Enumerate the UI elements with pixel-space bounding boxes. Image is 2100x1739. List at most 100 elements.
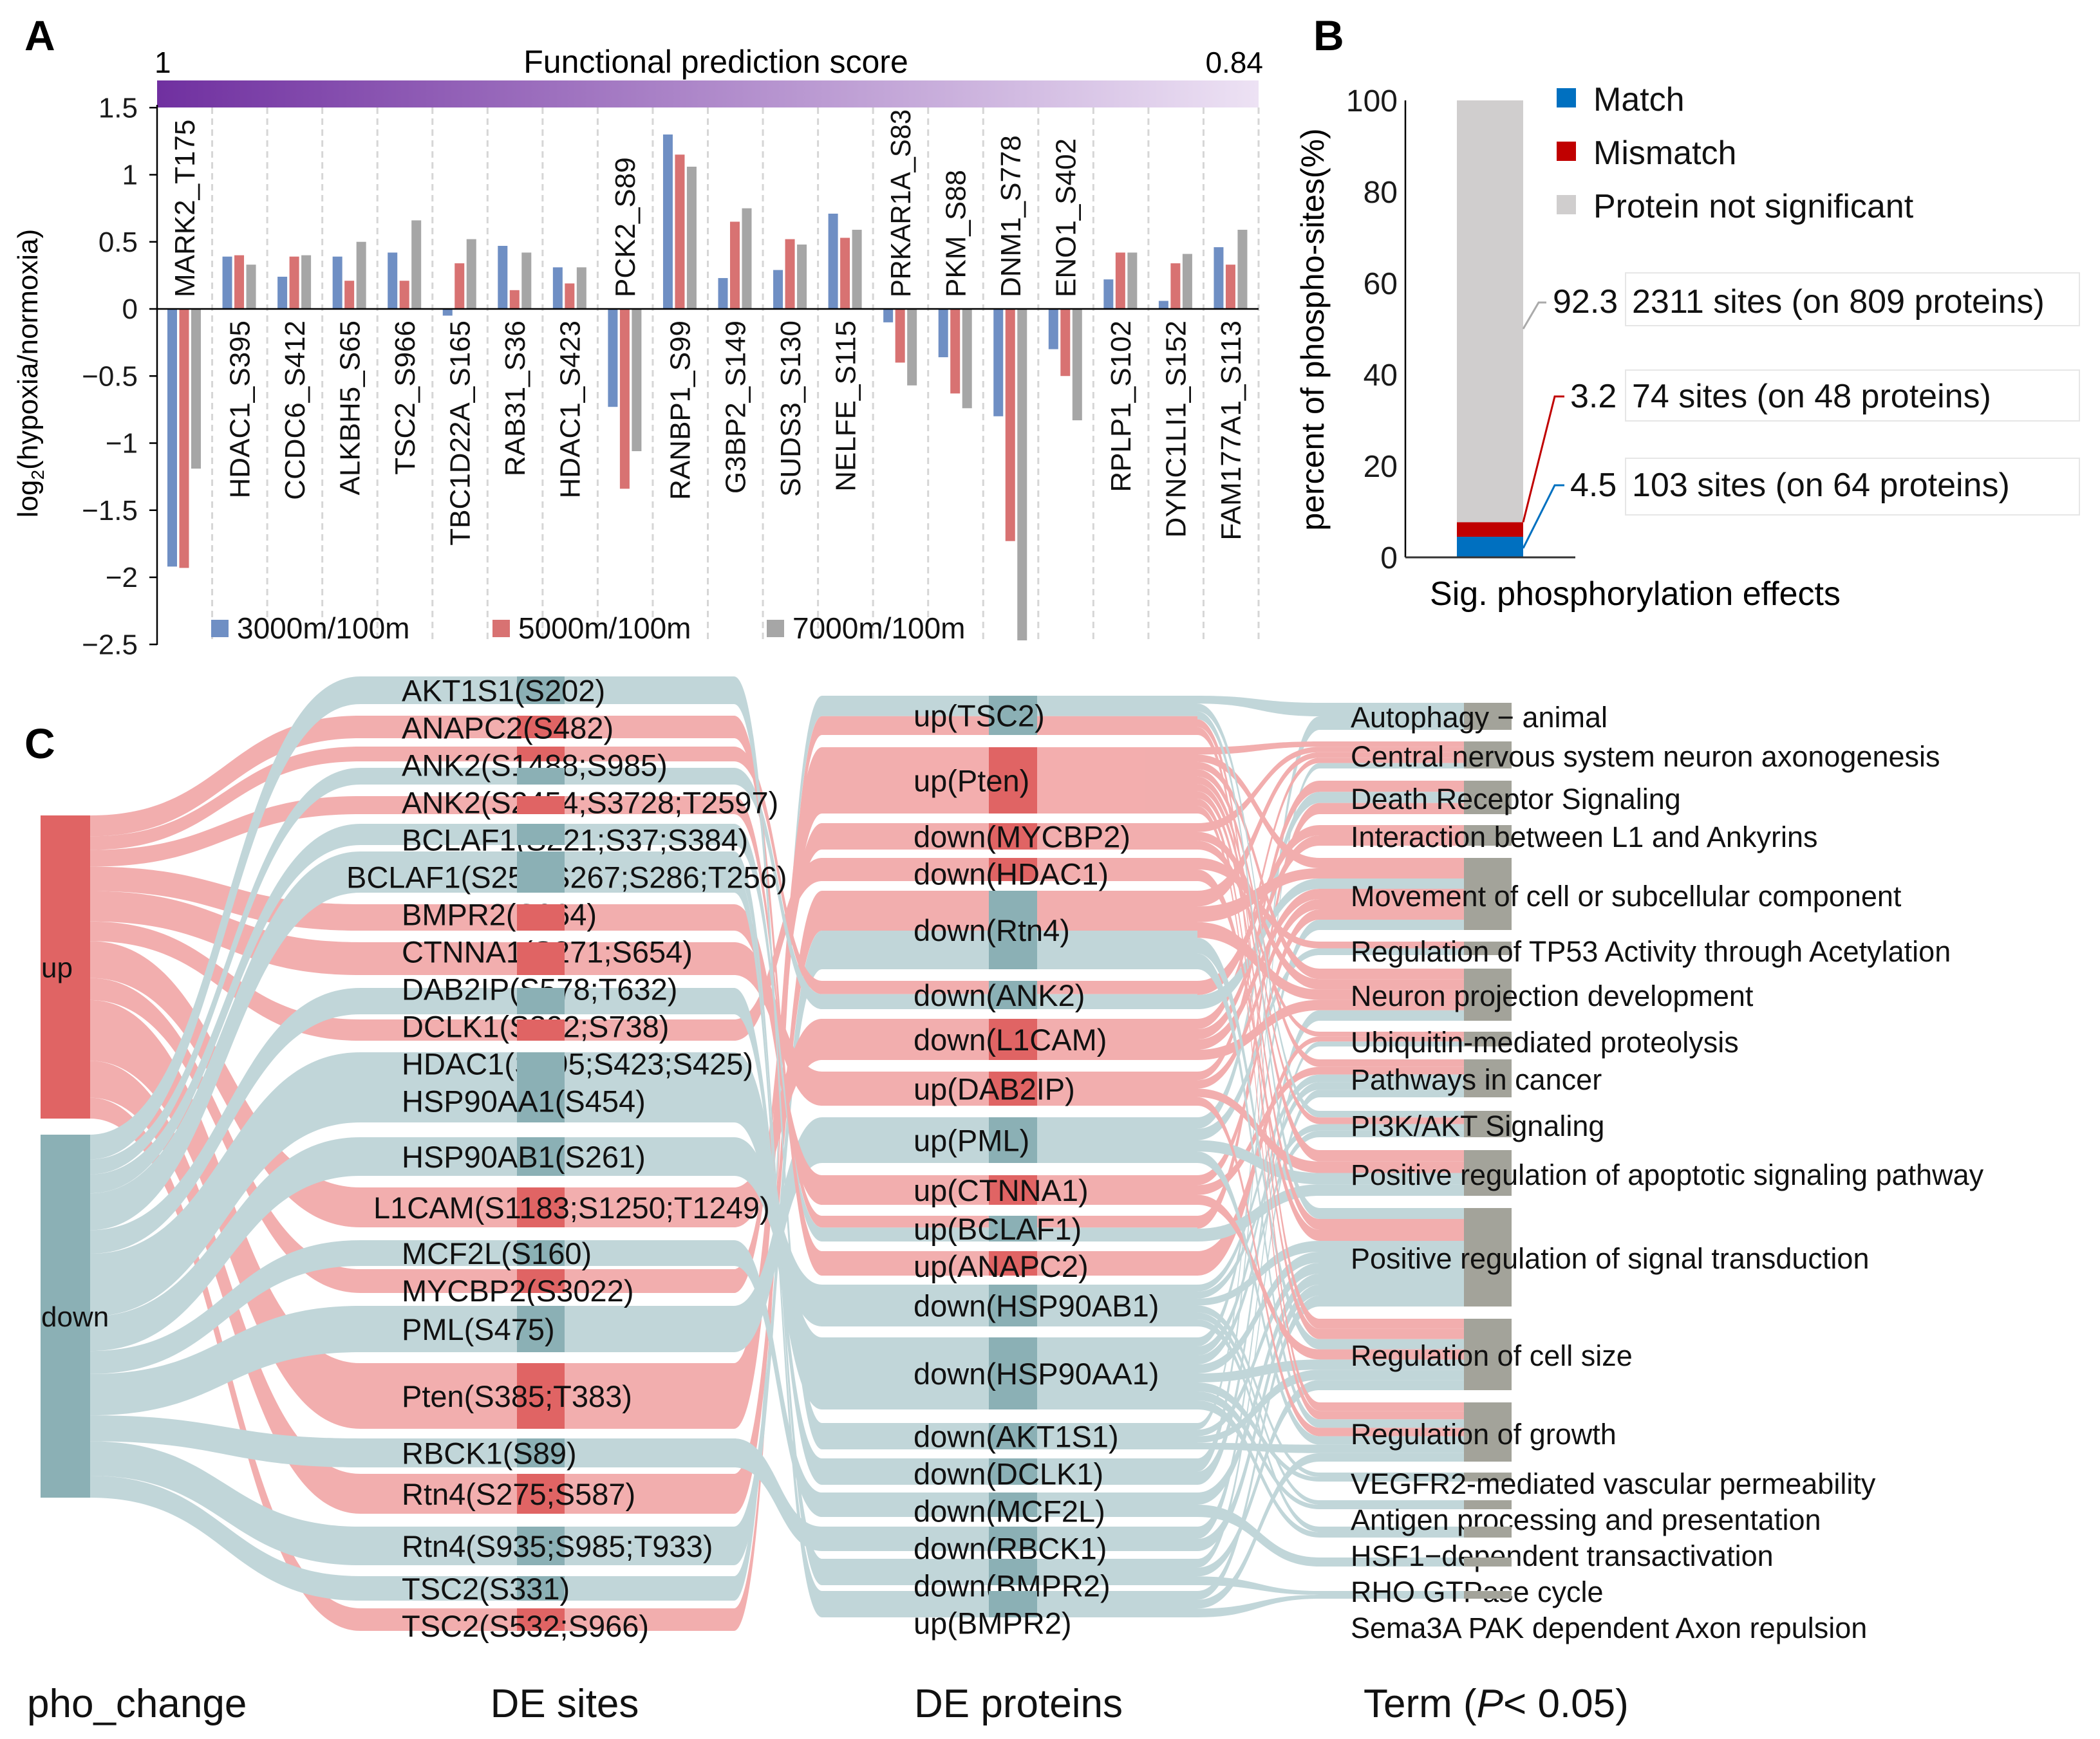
bar-NELFE_S115-5000m/100m	[840, 237, 850, 309]
node-site[interactable]	[517, 1527, 565, 1565]
term-flow	[1320, 1500, 1464, 1505]
bar-ALKBH5_S65-3000m/100m	[332, 256, 342, 309]
bar-G3BP2_S149-7000m/100m	[742, 208, 752, 309]
column-title-pho-change: pho_change	[27, 1682, 247, 1726]
term-label: Central nervous system neuron axonogenes…	[1351, 740, 1940, 773]
node-term[interactable]	[1464, 942, 1512, 955]
node-site[interactable]	[517, 824, 565, 845]
node-protein[interactable]	[989, 1019, 1037, 1060]
link-site-to-protein	[734, 851, 822, 1585]
node-term[interactable]	[1464, 781, 1512, 814]
category-label: G3BP2_S149	[720, 321, 751, 494]
node-term[interactable]	[1464, 703, 1512, 730]
node-term[interactable]	[1464, 1558, 1512, 1567]
node-site[interactable]	[517, 1306, 565, 1352]
node-protein[interactable]	[989, 696, 1037, 735]
node-site[interactable]	[517, 1363, 565, 1429]
term-flow	[1320, 1558, 1464, 1567]
node-pho-up[interactable]	[41, 815, 90, 1119]
y-tick-label: −1.5	[82, 495, 138, 526]
node-term[interactable]	[1464, 741, 1512, 768]
annotation-box	[1625, 369, 2080, 422]
node-term[interactable]	[1464, 969, 1512, 1021]
link-pho-to-site	[90, 1061, 361, 1514]
term-flow	[1320, 979, 1464, 990]
term-flow	[1320, 1010, 1464, 1021]
node-term[interactable]	[1464, 858, 1512, 930]
category-label: RANBP1_S99	[665, 321, 697, 500]
node-site[interactable]	[517, 1269, 565, 1293]
node-term[interactable]	[1464, 1032, 1512, 1046]
term-flow	[1320, 1150, 1464, 1162]
node-protein[interactable]	[989, 747, 1037, 814]
node-term[interactable]	[1464, 1319, 1512, 1390]
node-protein[interactable]	[989, 1527, 1037, 1551]
category-label: MARK2_T175	[169, 120, 201, 297]
node-protein[interactable]	[989, 891, 1037, 969]
y-tick-label: −0.5	[82, 360, 138, 392]
node-term[interactable]	[1464, 1208, 1512, 1307]
node-protein[interactable]	[989, 1251, 1037, 1276]
legend-swatch-Mismatch	[1557, 142, 1576, 161]
term-flow	[1320, 752, 1464, 758]
node-pho-down[interactable]	[41, 1135, 90, 1498]
link-protein-to-term	[1197, 1319, 1320, 1532]
node-protein[interactable]	[989, 858, 1037, 881]
node-protein[interactable]	[989, 1285, 1037, 1326]
node-protein[interactable]	[989, 1559, 1037, 1585]
node-site[interactable]	[517, 1052, 565, 1122]
node-site[interactable]	[517, 851, 565, 893]
link-protein-to-term	[1197, 870, 1320, 1241]
link-pho-to-site	[90, 676, 361, 1160]
site-label: HDAC1(S395;S423;S425)	[402, 1047, 753, 1081]
node-site[interactable]	[517, 768, 565, 785]
node-protein[interactable]	[989, 1216, 1037, 1241]
node-site[interactable]	[517, 1608, 565, 1631]
node-protein[interactable]	[989, 1458, 1037, 1485]
node-protein[interactable]	[989, 1175, 1037, 1205]
node-site[interactable]	[517, 1474, 565, 1514]
node-term[interactable]	[1464, 1500, 1512, 1509]
node-term[interactable]	[1464, 1402, 1512, 1462]
bar-DNM1_S778-5000m/100m	[1005, 309, 1015, 541]
node-term[interactable]	[1464, 1591, 1512, 1599]
bar-RPLP1_S102-5000m/100m	[1115, 252, 1125, 309]
node-protein[interactable]	[989, 1117, 1037, 1163]
annotation-value: 3.2	[1570, 378, 1617, 415]
node-protein[interactable]	[989, 1591, 1037, 1617]
node-protein[interactable]	[989, 981, 1037, 1009]
protein-label: down(HSP90AA1)	[914, 1357, 1159, 1391]
term-label: Neuron projection development	[1351, 980, 1754, 1012]
node-site[interactable]	[517, 988, 565, 1014]
node-term[interactable]	[1464, 1111, 1512, 1137]
node-site[interactable]	[517, 1187, 565, 1227]
node-site[interactable]	[517, 1576, 565, 1601]
y-tick-label: −2.5	[82, 629, 138, 660]
node-site[interactable]	[517, 904, 565, 931]
node-site[interactable]	[517, 716, 565, 738]
node-protein[interactable]	[989, 1337, 1037, 1409]
node-term[interactable]	[1464, 825, 1512, 846]
y-axis-label-a: log2(hypoxia/normoxia)	[12, 229, 48, 517]
node-protein[interactable]	[989, 1423, 1037, 1449]
node-site[interactable]	[517, 1019, 565, 1041]
bar-TBC1D22A_S165-5000m/100m	[455, 263, 465, 309]
node-protein[interactable]	[989, 1493, 1037, 1517]
node-term[interactable]	[1464, 1527, 1512, 1538]
node-term[interactable]	[1464, 1150, 1512, 1196]
node-term[interactable]	[1464, 1059, 1512, 1097]
link-protein-to-term	[1197, 1074, 1320, 1292]
node-site[interactable]	[517, 747, 565, 761]
node-term[interactable]	[1464, 1473, 1512, 1482]
node-site[interactable]	[517, 1438, 565, 1467]
term-flow	[1320, 969, 1464, 980]
node-protein[interactable]	[989, 1072, 1037, 1106]
term-label: Regulation of TP53 Activity through Acet…	[1351, 935, 1951, 968]
node-site[interactable]	[517, 1240, 565, 1266]
legend-label: 3000m/100m	[237, 611, 410, 645]
node-site[interactable]	[517, 942, 565, 975]
node-protein[interactable]	[989, 823, 1037, 850]
node-site[interactable]	[517, 676, 565, 704]
node-site[interactable]	[517, 1137, 565, 1176]
node-site[interactable]	[517, 796, 565, 814]
